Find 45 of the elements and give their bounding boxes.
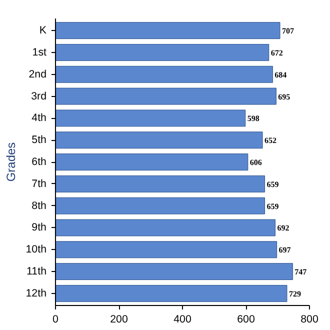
bar [56, 132, 263, 149]
data-label: 695 [278, 92, 290, 102]
bar [56, 284, 288, 302]
bar [56, 197, 265, 214]
y-tick-label: 1st [32, 46, 47, 58]
bar [56, 66, 273, 83]
data-label: 747 [294, 268, 307, 277]
bar [56, 263, 293, 280]
bar [56, 154, 248, 170]
y-tick-label: 10th [26, 244, 47, 256]
data-label: 672 [270, 48, 283, 58]
bar [56, 219, 276, 236]
bar [56, 22, 280, 40]
data-label: 697 [278, 246, 291, 255]
x-tick-label: 200 [110, 314, 128, 326]
bar [56, 241, 278, 258]
data-label: 598 [247, 114, 260, 124]
data-label: 684 [274, 70, 287, 80]
y-tick-label: 7th [32, 178, 47, 190]
y-tick-label: 8th [32, 200, 47, 212]
bar [56, 175, 265, 192]
y-tick-label: 6th [32, 156, 47, 168]
bar [56, 44, 270, 61]
y-tick-label: K [39, 24, 46, 37]
y-tick-label: 3rd [31, 90, 47, 102]
y-tick-label: 12th [26, 287, 47, 300]
data-label: 659 [266, 180, 279, 189]
y-tick-label: 5th [32, 134, 47, 146]
x-tick-label: 800 [300, 314, 318, 326]
bar [56, 110, 246, 127]
data-label: 692 [277, 224, 290, 233]
y-tick-label: 4th [32, 112, 47, 124]
y-tick-label: 2nd [28, 68, 47, 80]
data-label: 606 [250, 158, 262, 167]
x-tick-label: 0 [52, 314, 59, 326]
y-axis-title: Grades [4, 142, 18, 182]
data-label: 729 [288, 289, 301, 298]
x-tick-label: 600 [237, 314, 255, 326]
data-label: 659 [266, 202, 279, 211]
y-tick-label: 9th [32, 222, 47, 234]
x-tick-label: 400 [174, 314, 192, 326]
data-label: 652 [264, 136, 277, 146]
y-tick-label: 11th [26, 266, 47, 278]
bar [56, 88, 276, 105]
data-label: 707 [282, 26, 294, 36]
